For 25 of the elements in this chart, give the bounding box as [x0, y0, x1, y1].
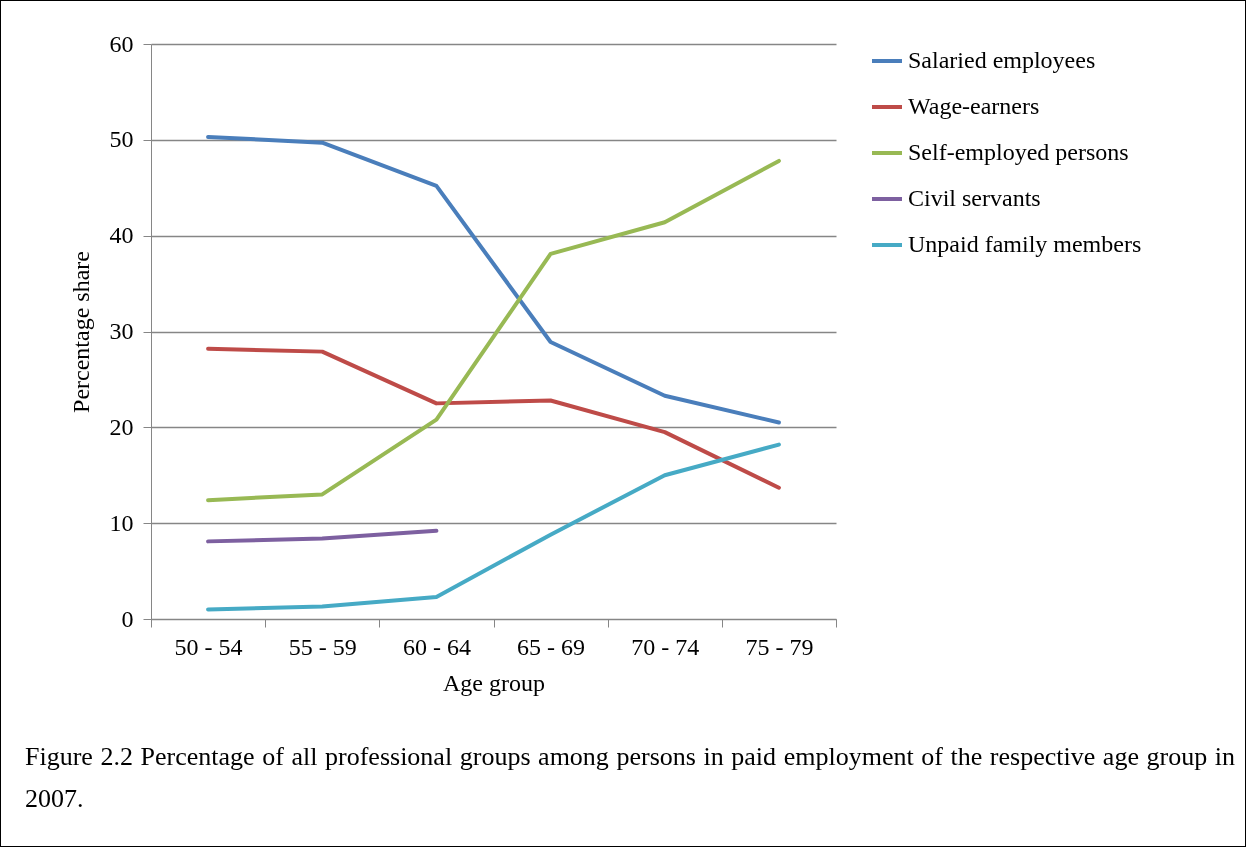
x-tick-label: 70 - 74 [631, 633, 700, 660]
x-axis-title: Age group [443, 669, 545, 696]
y-tick-label: 0 [121, 605, 134, 632]
x-tick-label: 75 - 79 [745, 633, 814, 660]
y-axis-title: Percentage share [67, 251, 94, 413]
legend-label: Civil servants [908, 185, 1041, 211]
line-series [206, 346, 781, 490]
legend-label: Salaried employees [908, 47, 1096, 73]
x-tick-label: 50 - 54 [174, 633, 243, 660]
y-tick-label: 20 [109, 413, 134, 440]
line-series [206, 158, 781, 503]
line-series [206, 442, 781, 612]
legend-label: Self-employed persons [908, 139, 1129, 165]
line-series [206, 134, 781, 425]
legend-label: Wage-earners [908, 93, 1040, 119]
y-tick-label: 60 [109, 30, 134, 57]
x-tick-label: 55 - 59 [288, 633, 357, 660]
x-tick-label: 60 - 64 [402, 633, 471, 660]
x-tick-label: 65 - 69 [517, 633, 586, 660]
legend-label: Unpaid family members [908, 231, 1142, 257]
y-tick-label: 30 [109, 318, 134, 344]
y-tick-label: 10 [109, 509, 134, 536]
y-tick-label: 40 [109, 222, 134, 249]
y-tick-label: 50 [109, 126, 134, 153]
caption: Figure 2.2 Percentage of all professional groups among persons in paid employment of the respective age group in 2007. [25, 741, 1235, 815]
